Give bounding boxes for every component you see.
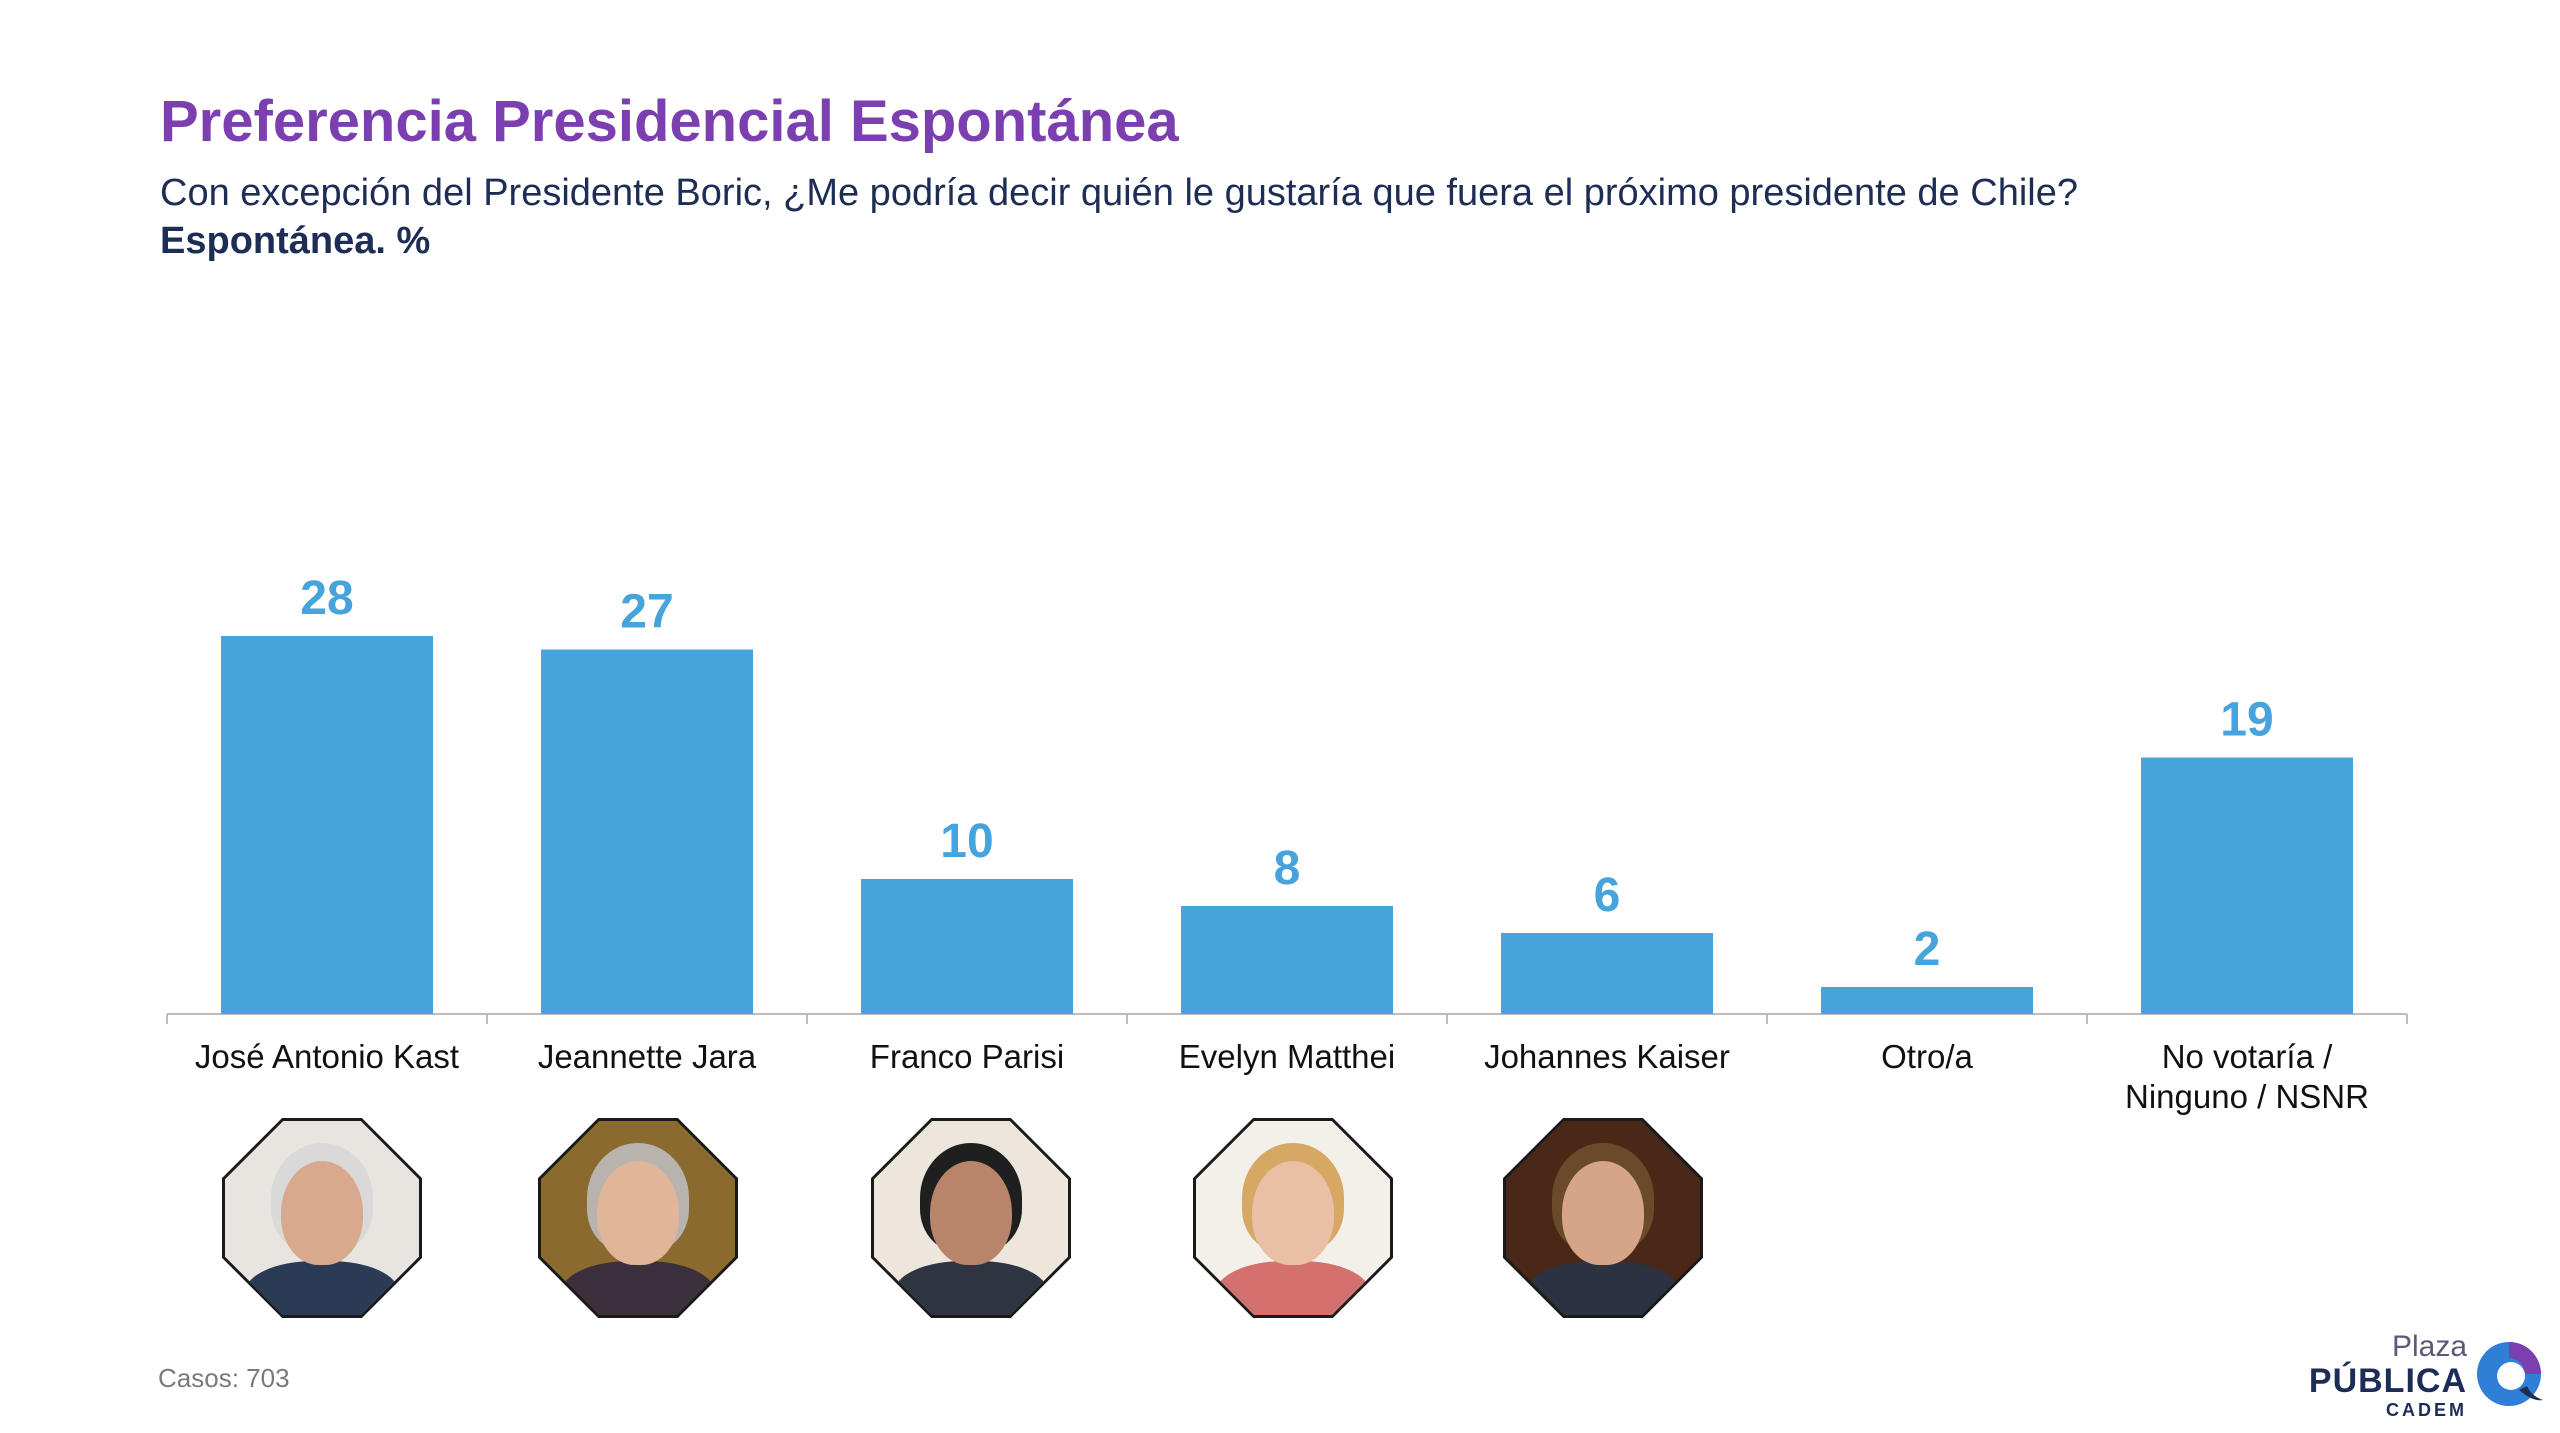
data-label: 8 <box>1274 842 1301 895</box>
cadem-logo-icon <box>2477 1342 2543 1406</box>
plaza-publica-cadem-logo: Plaza PÚBLICA CADEM <box>2305 1330 2545 1425</box>
candidate-portrait <box>1193 1118 1393 1318</box>
category-label: Johannes Kaiser <box>1484 1038 1730 1075</box>
chart-unit-label: Espontánea. % <box>160 220 431 262</box>
portrait-photo-icon <box>1196 1121 1390 1315</box>
candidate-portrait <box>871 1118 1071 1318</box>
bar <box>221 636 433 1014</box>
category-label: Franco Parisi <box>870 1038 1064 1075</box>
data-label: 19 <box>2220 694 2273 747</box>
candidate-portrait <box>538 1118 738 1318</box>
bar <box>1181 906 1393 1014</box>
category-label: Ninguno / NSNR <box>2125 1078 2369 1115</box>
bar <box>2141 757 2353 1014</box>
data-label: 2 <box>1914 923 1941 976</box>
logo-text-plaza: Plaza <box>2391 1330 2467 1363</box>
category-label: No votaría / <box>2162 1038 2333 1075</box>
portrait-photo-icon <box>541 1121 735 1315</box>
data-label: 28 <box>300 572 353 625</box>
bar <box>541 649 753 1014</box>
category-label: José Antonio Kast <box>195 1038 459 1075</box>
bar <box>1821 987 2033 1014</box>
portrait-photo-icon <box>1506 1121 1700 1315</box>
data-label: 10 <box>940 815 993 868</box>
category-label: Otro/a <box>1881 1038 1973 1075</box>
sample-size-note: Casos: 703 <box>158 1363 290 1393</box>
chart-title: Preferencia Presidencial Espontánea <box>160 89 1179 154</box>
chart-subtitle: Con excepción del Presidente Boric, ¿Me … <box>160 172 2078 214</box>
data-label: 27 <box>620 586 673 639</box>
portrait-photo-icon <box>874 1121 1068 1315</box>
candidate-portrait <box>222 1118 422 1318</box>
portrait-photo-icon <box>225 1121 419 1315</box>
bar <box>1501 933 1713 1014</box>
candidate-portrait <box>1503 1118 1703 1318</box>
category-label: Jeannette Jara <box>538 1038 757 1075</box>
logo-text-cadem: CADEM <box>2386 1400 2467 1420</box>
data-label: 6 <box>1594 869 1621 922</box>
bar <box>861 879 1073 1014</box>
category-label: Evelyn Matthei <box>1179 1038 1395 1075</box>
logo-text-publica: PÚBLICA <box>2308 1362 2467 1400</box>
